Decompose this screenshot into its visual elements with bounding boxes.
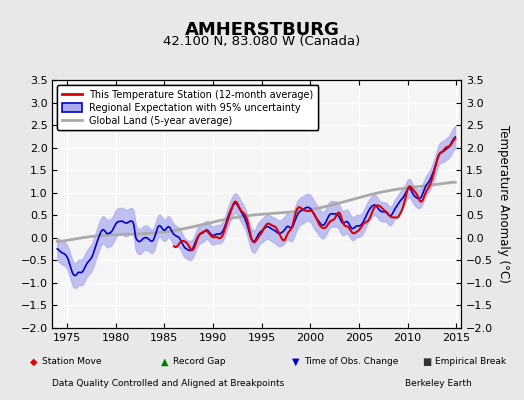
Text: Time of Obs. Change: Time of Obs. Change [304, 358, 398, 366]
Text: ◆: ◆ [30, 357, 38, 367]
Text: AMHERSTBURG: AMHERSTBURG [184, 21, 340, 39]
Text: Station Move: Station Move [42, 358, 102, 366]
Text: ■: ■ [422, 357, 432, 367]
Text: ▲: ▲ [161, 357, 169, 367]
Text: Record Gap: Record Gap [173, 358, 225, 366]
Text: Data Quality Controlled and Aligned at Breakpoints: Data Quality Controlled and Aligned at B… [52, 379, 285, 388]
Text: ▼: ▼ [292, 357, 300, 367]
Legend: This Temperature Station (12-month average), Regional Expectation with 95% uncer: This Temperature Station (12-month avera… [57, 85, 319, 130]
Text: Berkeley Earth: Berkeley Earth [405, 379, 472, 388]
Text: 42.100 N, 83.080 W (Canada): 42.100 N, 83.080 W (Canada) [163, 36, 361, 48]
Text: Empirical Break: Empirical Break [435, 358, 506, 366]
Y-axis label: Temperature Anomaly (°C): Temperature Anomaly (°C) [497, 125, 510, 283]
